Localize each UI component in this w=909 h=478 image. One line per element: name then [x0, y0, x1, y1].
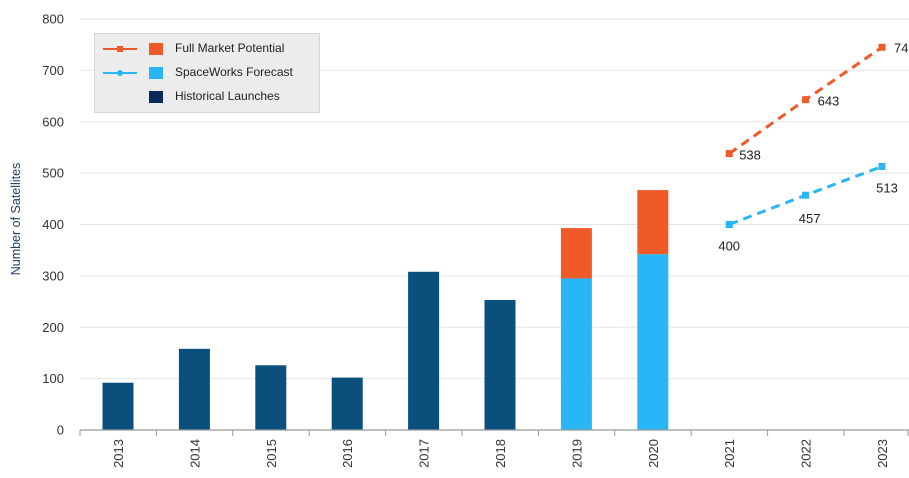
data-label: 745 — [894, 40, 909, 55]
legend-swatch-blue — [149, 67, 163, 79]
x-tick-label: 2020 — [646, 439, 661, 468]
x-tick-label: 2022 — [799, 439, 814, 468]
x-tick-label: 2018 — [493, 439, 508, 468]
y-tick-label: 100 — [42, 371, 64, 386]
y-tick-label: 400 — [42, 217, 64, 232]
y-axis: 0 100 200 300 400 500 600 700 800 — [42, 12, 64, 438]
x-tick-label: 2016 — [340, 439, 355, 468]
legend-label: SpaceWorks Forecast — [175, 65, 293, 79]
y-tick-label: 700 — [42, 63, 64, 78]
legend-marker-blue — [117, 70, 123, 76]
y-tick-label: 600 — [42, 114, 64, 129]
bar-historical — [102, 382, 134, 430]
spaceworks-forecast-marker — [802, 191, 810, 199]
spaceworks-forecast-marker — [878, 162, 886, 170]
x-tick-label: 2013 — [111, 439, 126, 468]
data-label: 400 — [718, 239, 740, 254]
x-tick-label: 2017 — [417, 439, 432, 468]
bar-full-market — [637, 190, 669, 255]
legend-marker-orange — [117, 46, 123, 52]
y-tick-label: 0 — [57, 423, 64, 438]
bar-historical — [178, 348, 210, 430]
legend: Full Market Potential SpaceWorks Forecas… — [94, 33, 320, 113]
legend-label: Historical Launches — [175, 89, 280, 103]
forecast-lines: 538 643 745 400 457 513 — [718, 40, 909, 253]
bar-historical — [408, 271, 440, 430]
y-axis-label: Number of Satellites — [9, 163, 23, 276]
data-label: 457 — [799, 211, 821, 226]
x-tick-label: 2021 — [722, 439, 737, 468]
x-axis: 2013 2014 2015 2016 2017 2018 2019 2020 2021 2022… — [79, 429, 909, 468]
x-tick-label: 2014 — [187, 439, 202, 468]
bar-spaceworks-forecast — [560, 278, 592, 430]
bar-spaceworks-forecast — [637, 254, 669, 430]
bar-historical — [484, 300, 516, 430]
data-label: 538 — [739, 148, 761, 163]
y-tick-label: 800 — [42, 12, 64, 27]
x-tick-label: 2023 — [875, 439, 890, 468]
bar-historical — [255, 365, 287, 430]
bar-historical — [331, 377, 363, 430]
full-market-marker — [878, 43, 886, 51]
full-market-marker — [725, 150, 733, 158]
legend-swatch-orange — [149, 43, 163, 55]
spaceworks-forecast-marker — [725, 221, 733, 228]
y-tick-label: 200 — [42, 320, 64, 335]
data-label: 643 — [818, 94, 840, 109]
y-tick-label: 500 — [42, 166, 64, 181]
full-market-marker — [802, 96, 810, 104]
bar-full-market — [560, 228, 592, 279]
x-tick-label: 2015 — [264, 439, 279, 468]
bars — [102, 190, 669, 430]
data-label: 513 — [876, 180, 898, 195]
legend-swatch-navy — [149, 91, 163, 103]
y-tick-label: 300 — [42, 268, 64, 283]
legend-label: Full Market Potential — [175, 41, 285, 55]
x-tick-label: 2019 — [569, 439, 584, 468]
